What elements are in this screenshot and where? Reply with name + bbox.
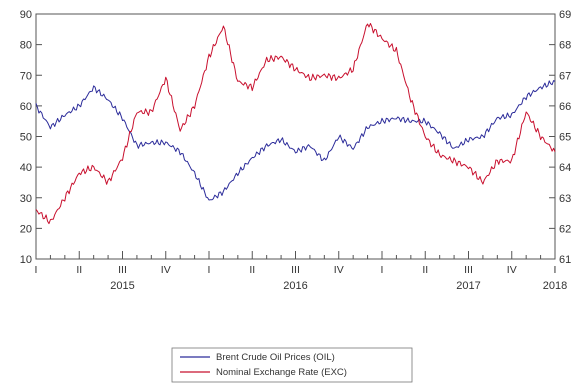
- x-year-label: 2015: [110, 280, 134, 292]
- x-quarter-label: IV: [161, 264, 171, 276]
- x-quarter-label: I: [208, 264, 211, 276]
- legend-box: [171, 347, 413, 383]
- left-tick-label: 50: [20, 132, 32, 144]
- x-quarter-label: III: [118, 264, 127, 276]
- legend: Brent Crude Oil Prices (OIL) Nominal Exc…: [171, 347, 413, 383]
- right-tick-label: 67: [559, 70, 571, 82]
- right-tick-label: 68: [559, 40, 571, 52]
- legend-label-oil: Brent Crude Oil Prices (OIL): [216, 352, 335, 363]
- left-tick-label: 40: [20, 162, 32, 174]
- right-tick-label: 64: [559, 162, 571, 174]
- left-tick-label: 60: [20, 101, 32, 113]
- right-axis: 61 62 63 64 65 66 67 68 69: [549, 9, 571, 266]
- x-year-label: 2016: [283, 280, 307, 292]
- series-line-oil: [35, 80, 556, 201]
- x-quarter-label: II: [249, 264, 255, 276]
- left-tick-label: 70: [20, 70, 32, 82]
- x-year-label: 2018: [543, 280, 567, 292]
- x-quarter-label: III: [291, 264, 300, 276]
- right-tick-label: 63: [559, 193, 571, 205]
- right-tick-label: 62: [559, 223, 571, 235]
- series-line-exc: [35, 22, 556, 225]
- series-layer: [35, 22, 556, 225]
- x-quarter-label: IV: [507, 264, 517, 276]
- plot-frame: [35, 13, 556, 260]
- left-tick-label: 10: [20, 254, 32, 266]
- legend-label-exc: Nominal Exchange Rate (EXC): [216, 367, 347, 378]
- x-quarter-label: I: [381, 264, 384, 276]
- x-quarter-label: IV: [334, 264, 344, 276]
- left-tick-label: 90: [20, 9, 32, 21]
- left-tick-label: 20: [20, 223, 32, 235]
- x-quarter-label: II: [422, 264, 428, 276]
- right-tick-label: 61: [559, 254, 571, 266]
- right-tick-label: 69: [559, 9, 571, 21]
- left-axis: 10 20 30 40 50 60 70 80 90: [20, 9, 42, 266]
- right-tick-label: 65: [559, 132, 571, 144]
- left-tick-label: 80: [20, 40, 32, 52]
- left-tick-label: 30: [20, 193, 32, 205]
- x-quarter-label: I: [554, 264, 557, 276]
- x-quarter-label: I: [35, 264, 38, 276]
- x-year-label: 2017: [456, 280, 480, 292]
- x-quarter-label: II: [76, 264, 82, 276]
- x-quarter-label: III: [464, 264, 473, 276]
- right-tick-label: 66: [559, 101, 571, 113]
